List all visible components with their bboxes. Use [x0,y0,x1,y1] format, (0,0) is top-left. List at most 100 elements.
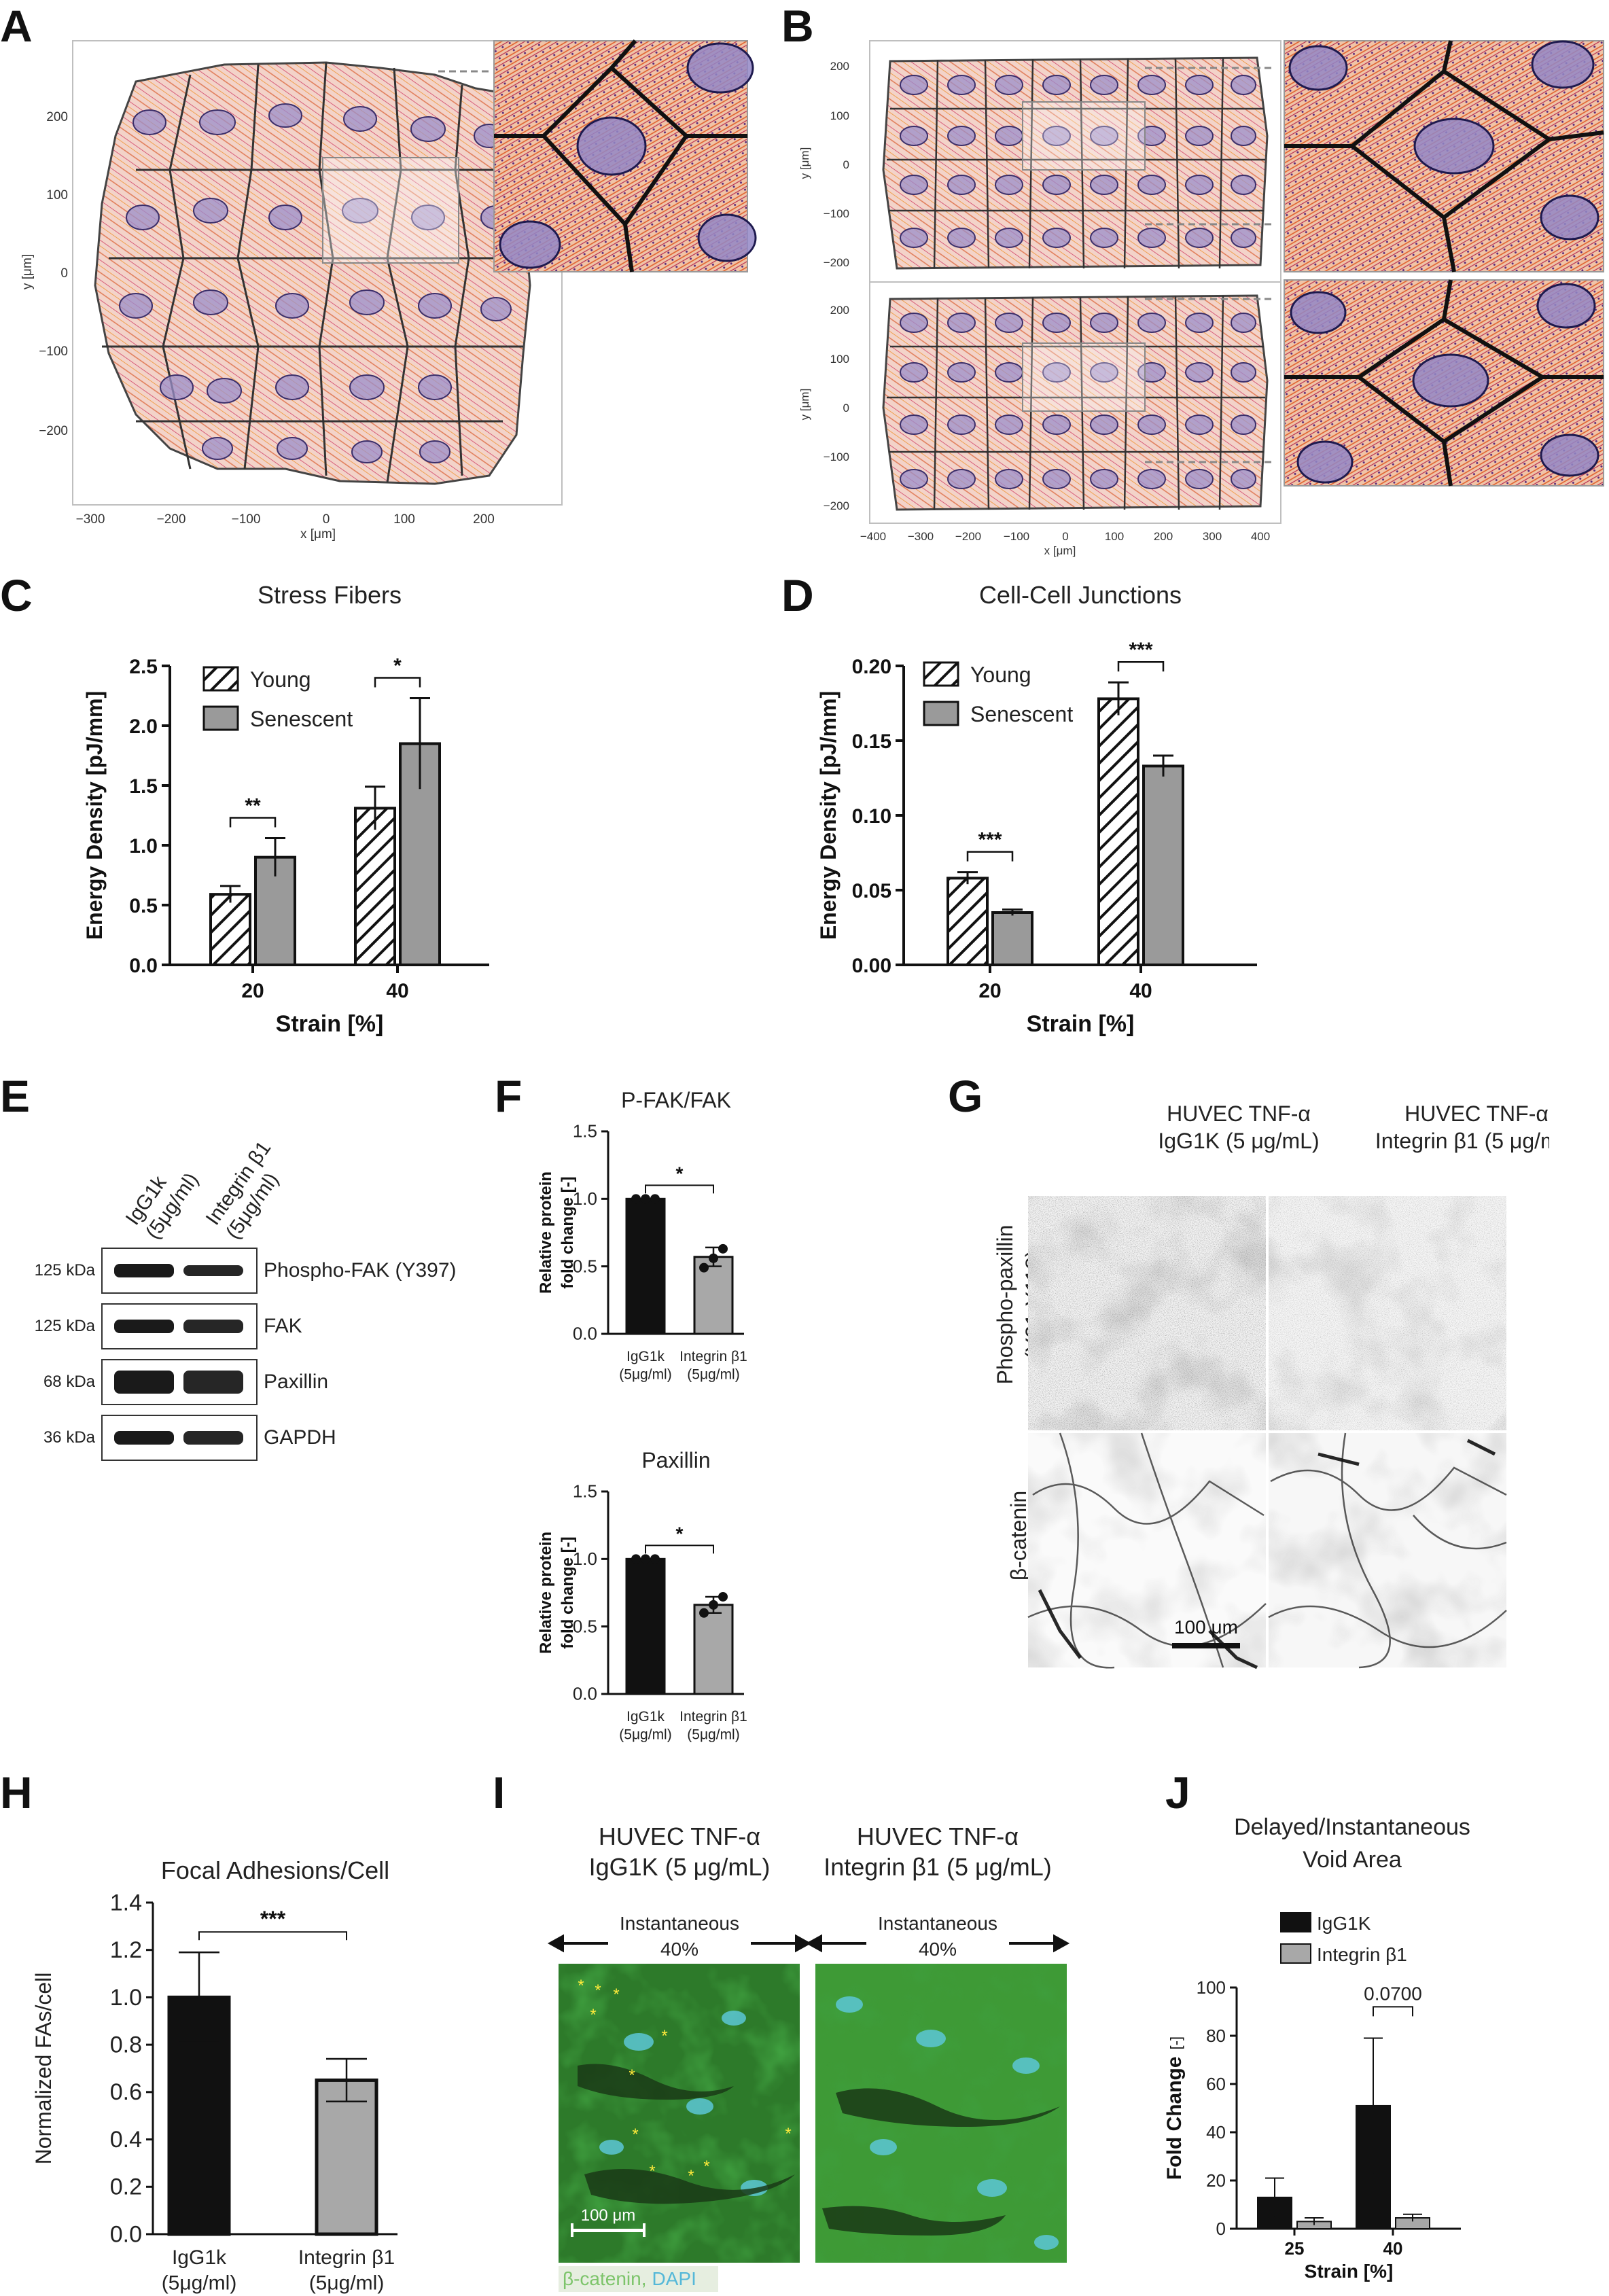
data-point [699,1608,709,1618]
y-tick-label: 80 [1206,2026,1226,2046]
significance-bracket [374,677,421,688]
tissue-region-bottom [882,294,1269,511]
significance-bracket [1373,2006,1413,2017]
y-tick-label: 0.0 [110,2221,142,2247]
y-tick-label: 0.5 [129,895,158,917]
protein-label: Phospho-FAK (Y397) [264,1259,457,1282]
y-tick: 200 [830,60,849,73]
bar-young [209,893,251,966]
strain-pct: 40% [660,1939,699,1960]
y-tick: 0 [843,158,849,171]
col-header-igg1k: HUVEC TNF-α [1167,1101,1311,1126]
blot-band [114,1264,174,1277]
col-header-integrin-dose: Integrin β1 (5 μg/mL) [824,1853,1052,1881]
data-point [641,1554,650,1564]
panel-label-i: I [493,1767,506,1818]
legend-label: IgG1K [1317,1913,1371,1934]
y-tick: −100 [824,451,849,463]
svg-text:*: * [661,2027,667,2045]
y-tick: 0 [60,266,68,281]
y-tick-label: 1.5 [573,1121,597,1142]
microscopy-panel-i: HUVEC TNF-α IgG1K (5 μg/mL) HUVEC TNF-α … [547,1822,1070,2292]
data-point [631,1194,641,1204]
scale-bar [571,2229,646,2232]
y-tick-label: 0.20 [852,656,891,678]
legend-swatch [923,701,959,726]
svg-text:*: * [632,2125,638,2144]
blot-band [114,1431,174,1445]
legend-swatch [1280,1943,1311,1964]
x-tick: −400 [860,530,886,543]
legend-label: Senescent [250,707,353,731]
x-axis-label: x [μm] [1044,544,1076,557]
significance-stars: ** [245,794,261,817]
cell-model-plot-b: 200 100 0 −100 −200 200 100 0 −100 −200 … [798,40,1604,557]
bar-senescent [1142,764,1184,966]
x-tick: −300 [908,530,934,543]
chart-title: Delayed/Instantaneous [1234,1814,1470,1840]
bar-igg1k [625,1197,666,1335]
y-tick: −200 [39,424,68,438]
col-header-integrin-dose: Integrin β1 (5 μg/mL) [1375,1129,1549,1153]
lane-label-igg1k: IgG1k(5μg/ml) [122,1154,203,1243]
cell-junctions [102,62,523,483]
svg-text:*: * [595,1981,601,2000]
svg-text:*: * [785,2125,791,2143]
x-tick: 400 [1251,530,1270,543]
bar-chart-cell-junctions: Cell-Cell Junctions 0.00 0.05 0.10 0.15 0.20 E… [816,581,1257,1037]
y-tick-label: 0.5 [573,1256,597,1276]
x-tick-label: IgG1k (5μg/ml) [162,2246,237,2295]
row-label-b-catenin: β-catenin [1006,1491,1031,1580]
western-blot: IgG1k(5μg/ml) Integrin β1(5μg/ml) 125 kD… [35,1137,457,1461]
zoom-region [322,157,459,264]
svg-text:*: * [703,2157,709,2176]
x-tick: −100 [232,512,261,527]
panel-label-g: G [948,1071,983,1121]
data-point [709,1253,718,1263]
chart-title: Paxillin [641,1448,710,1472]
significance-bracket [1117,660,1165,672]
y-axis-label: Energy Density [pJ/mm] [816,691,841,940]
x-tick-label: 40 [1383,2238,1403,2259]
x-axis-label: Strain [%] [1027,1011,1135,1037]
svg-text:*: * [578,1977,584,1995]
x-tick-label: Integrin β1 (5μg/ml) [298,2246,395,2295]
protein-label: Paxillin [264,1371,328,1393]
x-tick-label: Integrin β1 (5μg/ml) [679,1709,747,1742]
x-tick: 300 [1203,530,1222,543]
significance-stars: *** [978,829,1002,851]
x-tick: 0 [1062,530,1068,543]
y-tick: 100 [830,109,849,122]
kda-label: 125 kDa [35,1317,96,1335]
y-tick-label: 1.2 [110,1937,142,1963]
y-tick: 200 [46,110,68,124]
x-tick: 100 [393,512,415,527]
panel-label-f: F [495,1071,523,1121]
bar-young [1097,697,1139,966]
scale-bar [1172,1643,1240,1648]
y-tick-label: 100 [1197,1977,1226,1998]
data-point [699,1262,709,1273]
x-tick-label: 25 [1285,2238,1305,2259]
lane-label-integrin: Integrin β1(5μg/ml) [202,1137,296,1243]
x-ticks: −300 −200 −100 0 100 200 [76,512,495,527]
chart-title: Cell-Cell Junctions [979,581,1182,609]
y-tick-label: 0 [1216,2219,1226,2239]
significance-bracket [198,1931,347,1941]
bar-chart-stress-fibers: Stress Fibers 0.0 0.5 1.0 1.5 2.0 2.5 Energy De… [82,581,489,1037]
panel-label-a: A [0,1,33,51]
x-axis-label: Strain [%] [1305,2261,1394,2282]
bar-chart-pfak: P-FAK/FAK 0.0 0.5 1.0 1.5 Relative protein fol… [537,1088,747,1382]
y-tick: 200 [830,304,849,317]
x-tick: 200 [1154,530,1173,543]
y-tick-label: 2.0 [129,716,158,738]
bar-igg1k [625,1557,666,1695]
p-value: 0.0700 [1364,1983,1422,2004]
y-axis-label: Relative protein fold change [-] [537,1171,577,1294]
svg-text:*: * [629,2066,635,2085]
bar-chart-void-area: Delayed/Instantaneous Void Area IgG1K Integ… [1163,1814,1470,2282]
blot-band [183,1431,243,1445]
kda-label: 125 kDa [35,1261,96,1279]
panel-label-j: J [1165,1767,1190,1818]
y-tick-label: 1.5 [129,775,158,798]
